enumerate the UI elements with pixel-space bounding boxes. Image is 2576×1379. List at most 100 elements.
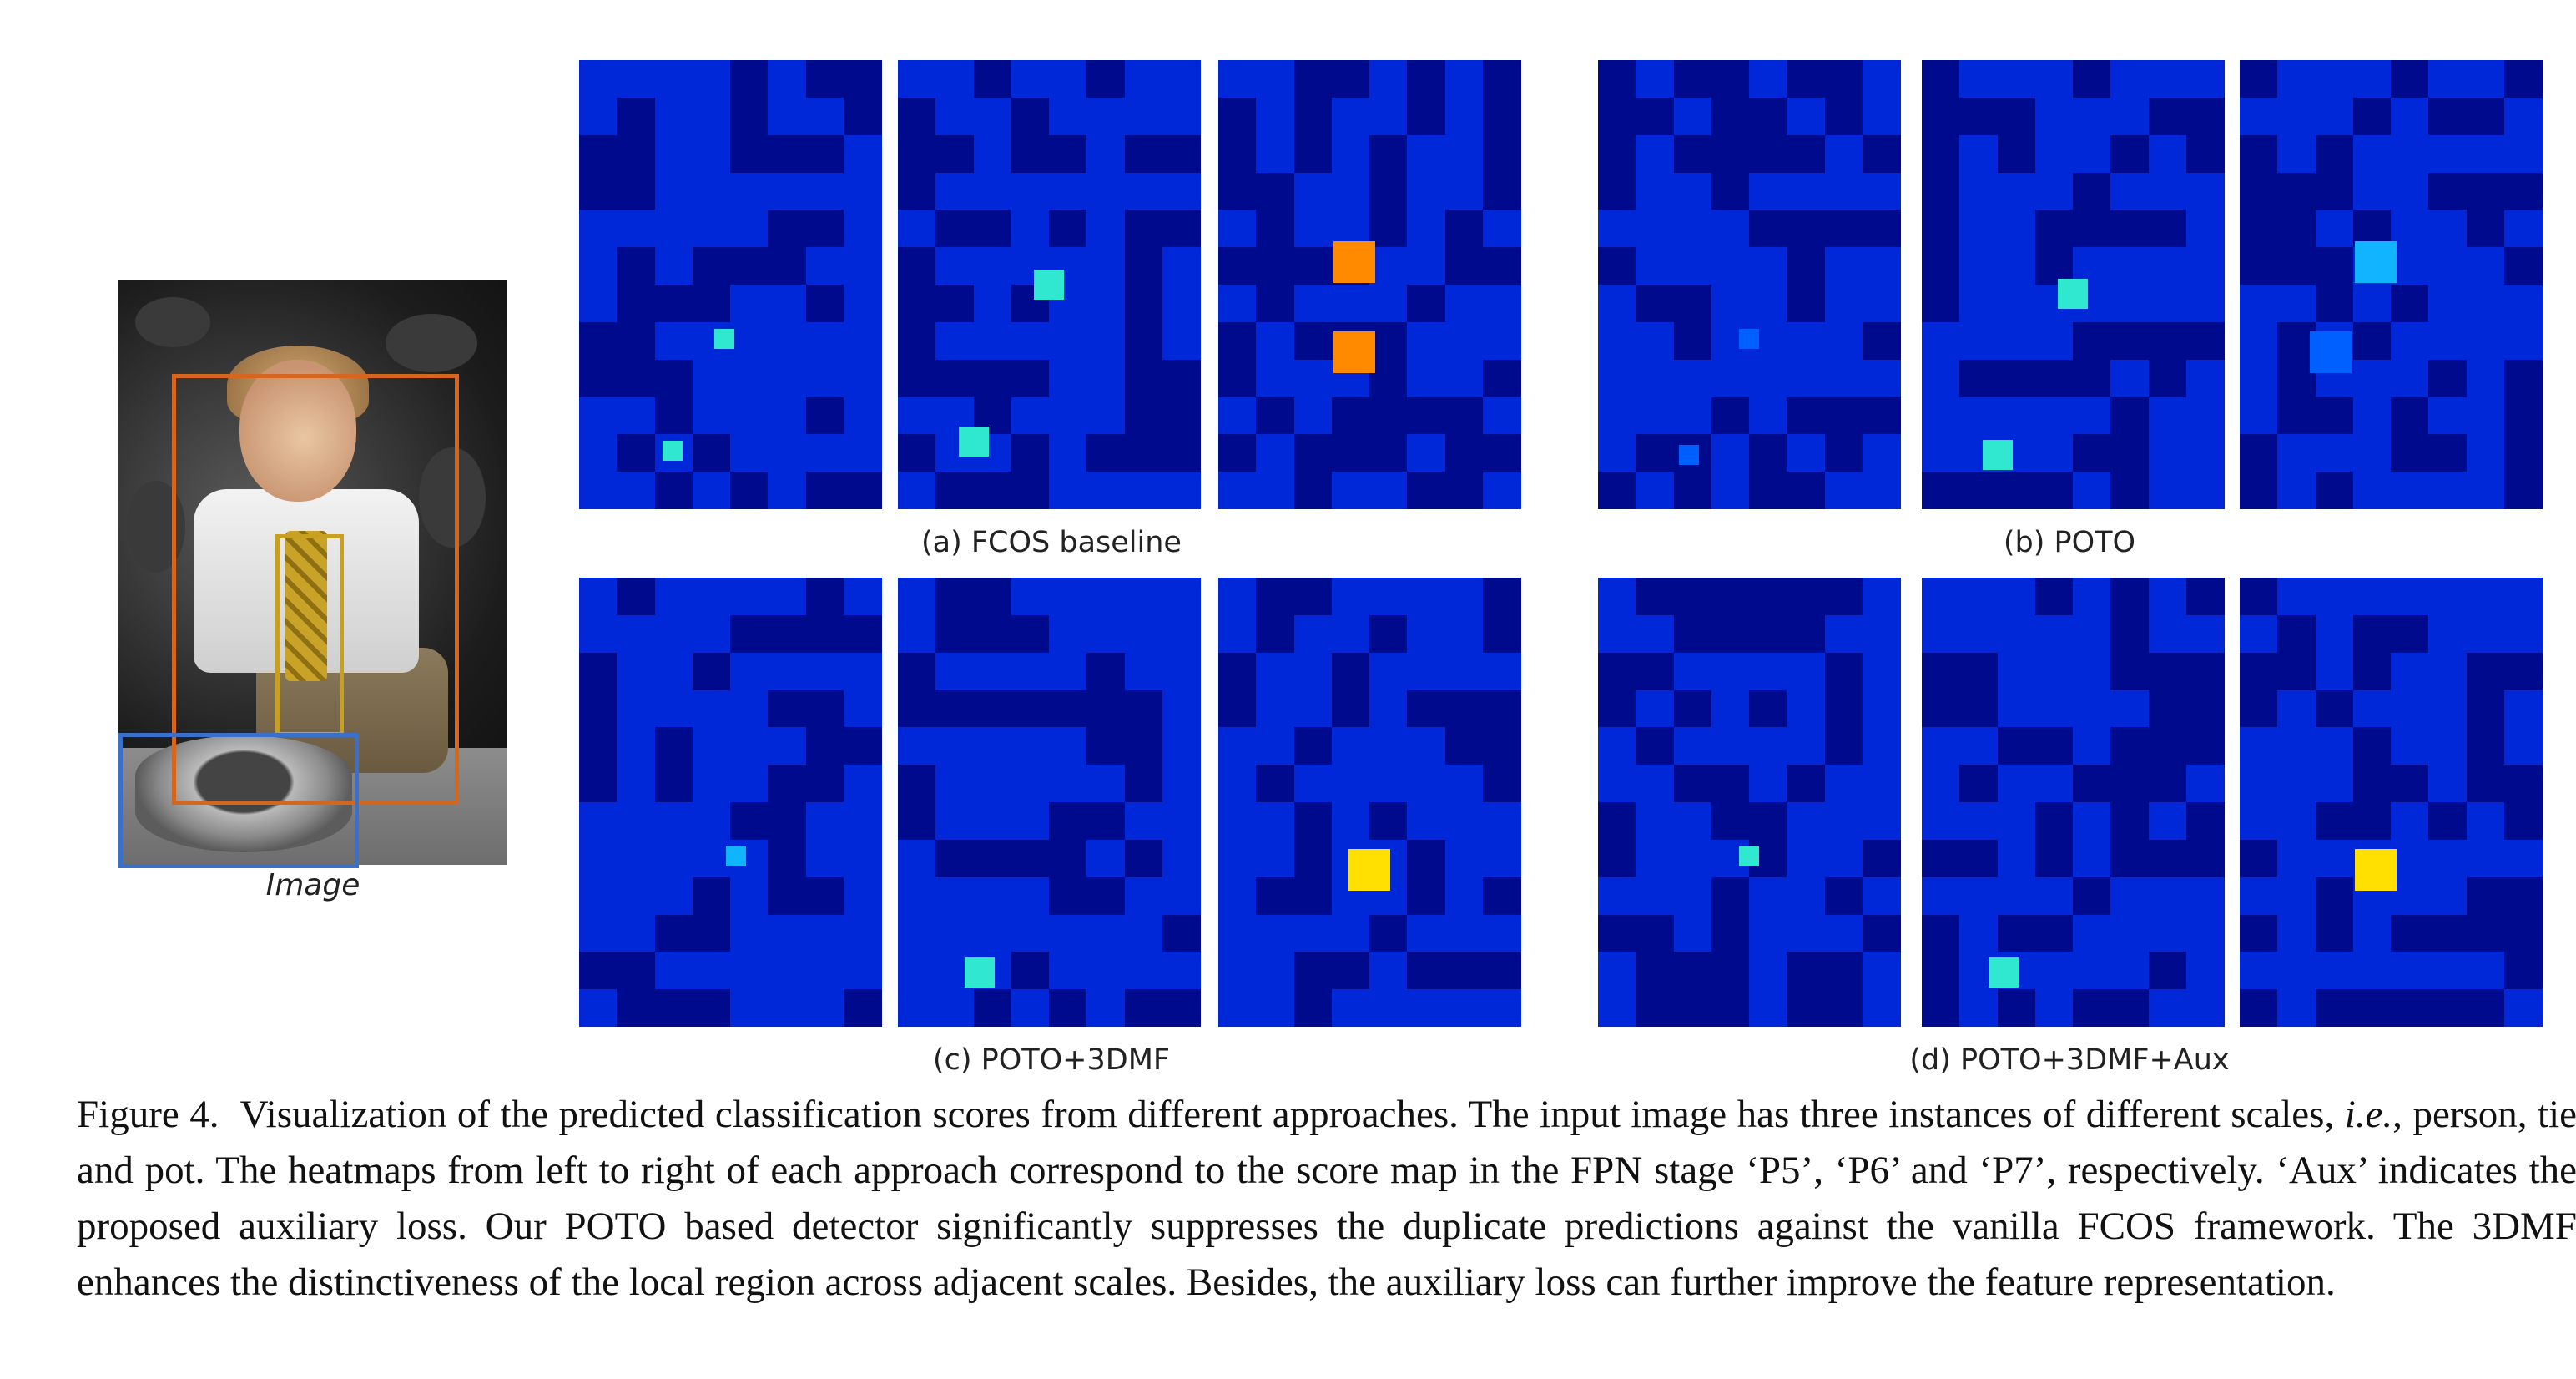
heatmap-cell — [1293, 914, 1333, 952]
heatmap-cell — [2240, 989, 2278, 1028]
heatmap-cell — [1011, 989, 1050, 1028]
heatmap-cell — [1331, 989, 1370, 1028]
heatmap-cell — [1407, 97, 1446, 135]
heatmap-cell — [2428, 397, 2468, 435]
heatmap-cell — [730, 247, 769, 285]
heatmap-cell — [2073, 172, 2111, 210]
heatmap-cell — [1162, 285, 1201, 322]
heatmap-cell — [805, 210, 844, 248]
heatmap-cell — [1086, 97, 1126, 135]
heatmap-cell — [2110, 434, 2150, 472]
heatmap-cell — [579, 839, 618, 877]
heatmap-cell — [1218, 321, 1257, 360]
heatmap-cell — [805, 172, 844, 210]
heatmap-cell — [1086, 247, 1126, 285]
heatmap-cell — [2503, 321, 2543, 360]
heatmap-cell — [1598, 285, 1636, 322]
heatmap-cell — [1598, 97, 1636, 135]
heatmap-cell — [1162, 210, 1201, 248]
heatmap-cell — [1049, 321, 1087, 360]
heatmap-cell — [2185, 952, 2225, 990]
heatmap-cell — [2277, 359, 2316, 397]
heatmap-cell — [2466, 172, 2505, 210]
heatmap-cell — [2428, 97, 2468, 135]
heatmap-cell — [973, 652, 1012, 690]
heatmap-cell — [617, 134, 656, 173]
heatmap-cell — [2315, 690, 2354, 728]
heatmap-cell — [2466, 472, 2505, 510]
heatmap-cell — [2503, 210, 2543, 248]
heatmap-cell — [1787, 285, 1826, 322]
heatmap-cell — [2503, 914, 2543, 952]
heatmap-cell — [2352, 578, 2392, 615]
heatmap-cell — [1162, 839, 1201, 877]
heatmap-cell — [2352, 914, 2392, 952]
heatmap-cell — [2315, 285, 2354, 322]
heatmap-cell — [2185, 134, 2225, 173]
heatmap-cell — [1369, 97, 1408, 135]
heatmap-cell — [2503, 97, 2543, 135]
heatmap-cell — [1749, 690, 1787, 728]
heatmap-cell — [2277, 434, 2316, 472]
heatmap-cell — [2503, 172, 2543, 210]
heatmap-cell — [1011, 434, 1050, 472]
heatmap-cell — [1162, 989, 1201, 1028]
heatmap-cell — [1922, 652, 1960, 690]
heatmap-cell — [2240, 97, 2278, 135]
heatmap-cell — [1293, 578, 1333, 615]
heatmap-cell — [2110, 839, 2150, 877]
heatmap-cell — [1086, 472, 1126, 510]
heatmap-cell — [805, 952, 844, 990]
heatmap-cell — [1959, 914, 1999, 952]
heatmap-cell — [935, 727, 975, 765]
heatmap-cell — [1369, 285, 1408, 322]
heatmap-cell — [1862, 727, 1901, 765]
heatmap-cell — [2034, 802, 2074, 840]
heatmap-cell — [579, 397, 618, 435]
heatmap-cell — [2034, 97, 2074, 135]
heatmap-cell — [1049, 472, 1087, 510]
heatmap-cell — [2428, 952, 2468, 990]
heatmap-cell — [1331, 614, 1370, 653]
heatmap-cell — [2391, 60, 2429, 98]
heatmap-cell — [973, 134, 1012, 173]
heatmap-cell — [730, 614, 769, 653]
heatmap-cell — [1862, 60, 1901, 98]
heatmap-cell — [2503, 839, 2543, 877]
heatmap-cell — [2148, 652, 2187, 690]
figure-caption: Figure 4. Visualization of the predicted… — [77, 1087, 2576, 1311]
heatmap-cell — [973, 247, 1012, 285]
heatmap-cell — [935, 839, 975, 877]
heatmap-cell — [730, 210, 769, 248]
heatmap-cell — [2277, 690, 2316, 728]
heatmap-cell — [1711, 397, 1750, 435]
heatmap-hot-cell — [1739, 328, 1759, 349]
heatmap-cell — [1218, 134, 1257, 173]
heatmap-cell — [1959, 472, 1999, 510]
heatmap-cell — [2466, 578, 2505, 615]
heatmap-cell — [1711, 802, 1750, 840]
heatmap-cell — [1636, 285, 1675, 322]
heatmap-cell — [617, 210, 656, 248]
heatmap-cell — [898, 839, 936, 877]
heatmap-cell — [1011, 952, 1050, 990]
heatmap-cell — [2315, 727, 2354, 765]
heatmap-hot-cell — [1982, 440, 2013, 471]
heatmap-cell — [2073, 876, 2111, 915]
heatmap-cell — [1124, 765, 1163, 803]
heatmap-cell — [1162, 472, 1201, 510]
heatmap-cell — [898, 397, 936, 435]
heatmap-cell — [935, 472, 975, 510]
heatmap-cell — [2503, 765, 2543, 803]
heatmap-cell — [2148, 690, 2187, 728]
heatmap-cell — [2352, 359, 2392, 397]
heatmap-cell — [617, 60, 656, 98]
heatmap-cell — [579, 914, 618, 952]
heatmap-cell — [805, 989, 844, 1028]
heatmap-cell — [1824, 285, 1863, 322]
heatmap-cell — [1256, 578, 1295, 615]
heatmap-cell — [843, 876, 882, 915]
heatmap-cell — [1407, 247, 1446, 285]
heatmap-cell — [1444, 397, 1484, 435]
heatmap-cell — [1049, 614, 1087, 653]
